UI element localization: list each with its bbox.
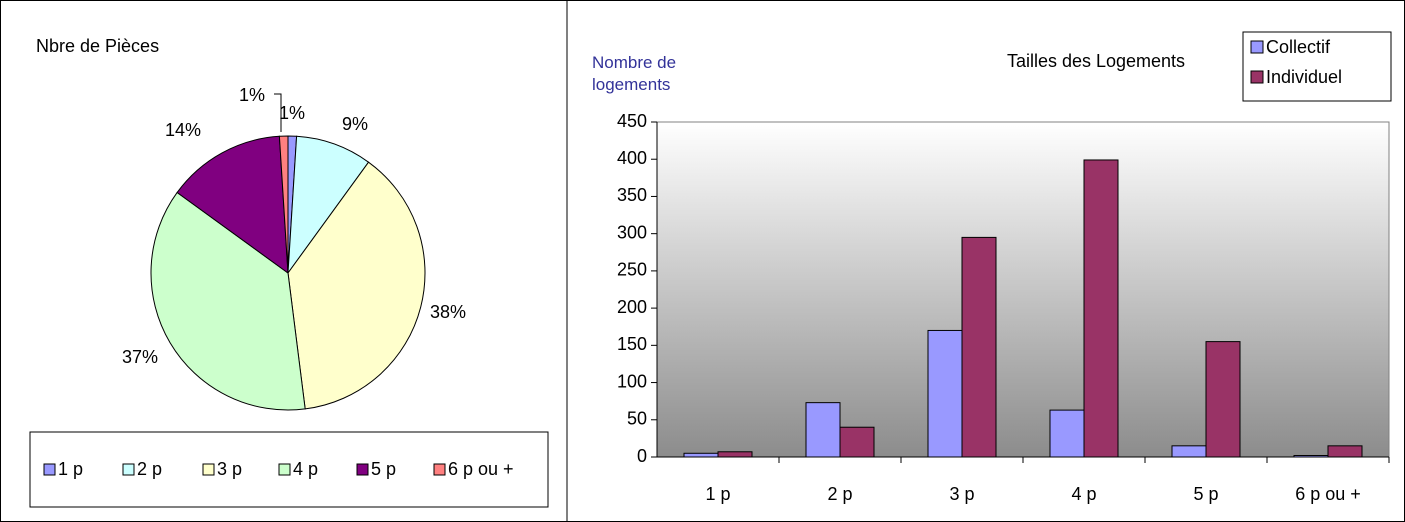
bar [1205, 341, 1241, 458]
legend-swatch [122, 463, 135, 476]
legend-label: 3 p [217, 459, 242, 479]
legend-swatch [356, 463, 369, 476]
y-tick-label: 350 [617, 185, 647, 205]
bar [961, 236, 997, 458]
y-tick-label: 300 [617, 222, 647, 242]
leader-line [274, 93, 282, 132]
pie-title: Nbre de Pièces [36, 36, 159, 56]
x-tick-label: 3 p [949, 484, 974, 504]
legend-swatch [202, 463, 215, 476]
y-tick-label: 50 [627, 409, 647, 429]
bar [1049, 409, 1085, 458]
pie-slice [150, 191, 306, 411]
legend-box [1242, 31, 1392, 102]
legend-label: 1 p [58, 459, 83, 479]
pie-slice [176, 135, 289, 275]
legend-label: 4 p [293, 459, 318, 479]
bar [927, 329, 963, 458]
y-tick-label: 200 [617, 297, 647, 317]
slice-label: 37% [122, 347, 158, 367]
x-tick-label: 6 p ou + [1295, 484, 1361, 504]
legend-swatch [433, 463, 446, 476]
plot-area [656, 121, 1390, 458]
x-tick-label: 5 p [1193, 484, 1218, 504]
bar [1293, 455, 1329, 458]
legend-label: Collectif [1266, 37, 1331, 57]
legend-swatch [278, 463, 291, 476]
y-tick-label: 250 [617, 260, 647, 280]
x-tick-label: 2 p [827, 484, 852, 504]
slice-label: 14% [165, 120, 201, 140]
pie-slice [287, 161, 426, 410]
slice-label: 1% [239, 85, 265, 105]
y-tick-label: 450 [617, 111, 647, 131]
y-label-box: Nombre de logements [592, 53, 677, 94]
bar-title: Tailles des Logements [1007, 51, 1185, 71]
x-tick-label: 4 p [1071, 484, 1096, 504]
y-tick-label: 400 [617, 148, 647, 168]
bar [1083, 159, 1119, 458]
legend-swatch [43, 463, 56, 476]
slice-label: 1% [279, 103, 305, 123]
y-axis-label: Nombre de logements [592, 53, 677, 94]
legend-swatch [1250, 70, 1264, 84]
legend-label: 6 p ou + [448, 459, 514, 479]
y-tick-label: 0 [637, 446, 647, 466]
bar [805, 402, 841, 458]
slice-label: 9% [342, 114, 368, 134]
bar [839, 426, 875, 458]
bar [683, 452, 719, 458]
legend-label: 5 p [371, 459, 396, 479]
slice-label: 38% [430, 302, 466, 322]
bar [1327, 445, 1363, 458]
bar [1171, 445, 1207, 458]
legend-label: 2 p [137, 459, 162, 479]
x-tick-label: 1 p [705, 484, 730, 504]
legend-label: Individuel [1266, 67, 1342, 87]
pie-slice [278, 135, 289, 274]
y-tick-label: 100 [617, 371, 647, 391]
y-tick-label: 150 [617, 334, 647, 354]
bar [717, 451, 753, 458]
legend-swatch [1250, 40, 1264, 54]
